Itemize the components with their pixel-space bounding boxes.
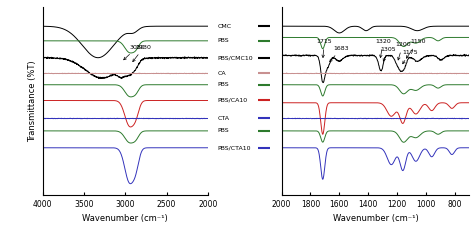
Text: 1200: 1200 xyxy=(395,43,410,60)
Text: 1150: 1150 xyxy=(406,39,426,58)
Text: PBS: PBS xyxy=(218,82,229,87)
Text: 1305: 1305 xyxy=(381,47,396,61)
Text: PBS/CTA10: PBS/CTA10 xyxy=(218,145,251,150)
Text: PBS: PBS xyxy=(218,38,229,43)
X-axis label: Wavenumber (cm⁻¹): Wavenumber (cm⁻¹) xyxy=(82,215,168,223)
Text: 1683: 1683 xyxy=(330,46,349,62)
Y-axis label: Transmittance (%T): Transmittance (%T) xyxy=(28,60,37,142)
Text: 1175: 1175 xyxy=(402,50,418,64)
Text: 1715: 1715 xyxy=(316,39,332,58)
Text: CMC: CMC xyxy=(218,24,232,29)
Text: CTA: CTA xyxy=(218,116,230,121)
X-axis label: Wavenumber (cm⁻¹): Wavenumber (cm⁻¹) xyxy=(333,215,419,223)
Text: 2930: 2930 xyxy=(133,45,152,62)
Text: PBS: PBS xyxy=(218,128,229,133)
Text: 3050: 3050 xyxy=(124,45,145,60)
Text: PBS/CMC10: PBS/CMC10 xyxy=(218,55,253,60)
Text: PBS/CA10: PBS/CA10 xyxy=(218,98,248,103)
Text: 1320: 1320 xyxy=(375,39,391,58)
Text: CA: CA xyxy=(218,71,226,76)
